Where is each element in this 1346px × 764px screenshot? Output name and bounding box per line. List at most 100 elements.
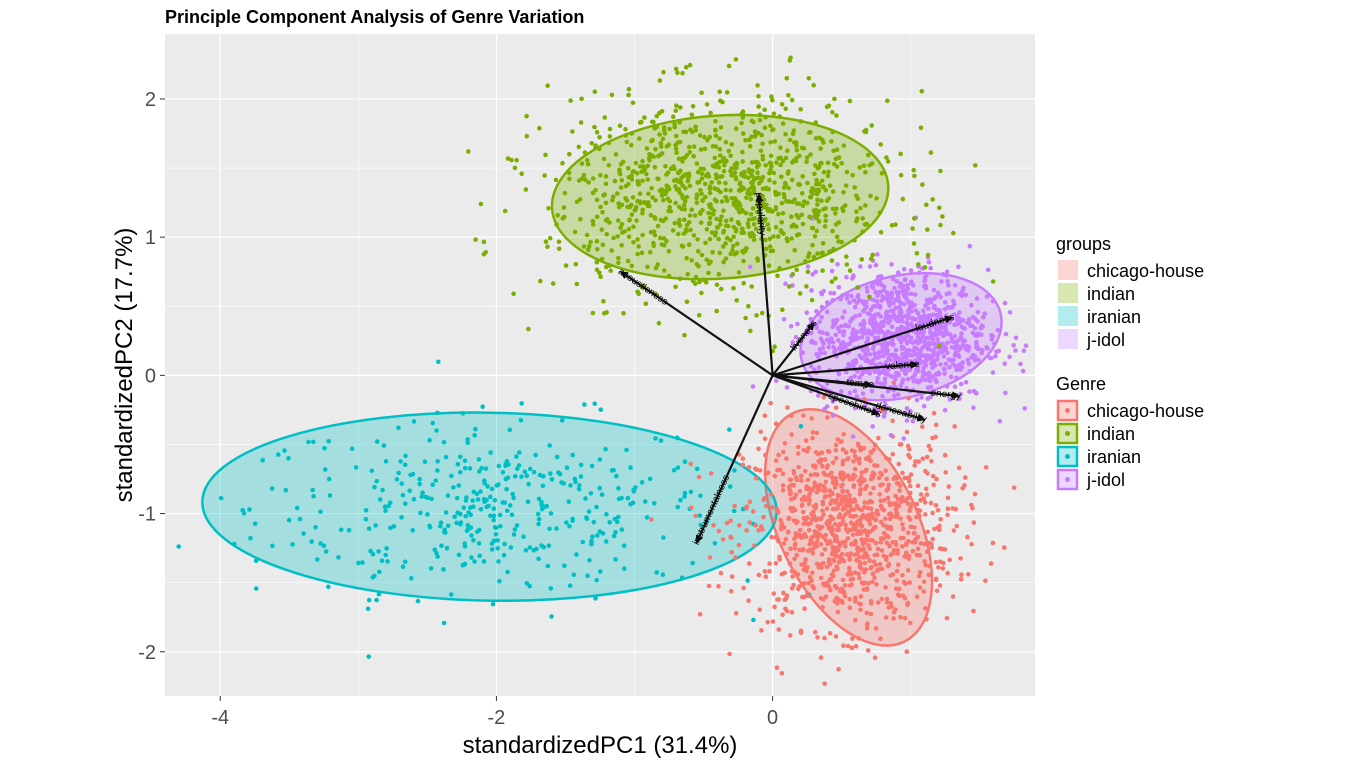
point-iranian	[524, 473, 530, 479]
point-j-idol	[915, 368, 921, 374]
point-chicago-house	[858, 474, 864, 480]
point-j-idol	[849, 293, 854, 299]
point-chicago-house	[849, 645, 855, 651]
point-j-idol	[920, 373, 926, 379]
point-chicago-house	[785, 405, 790, 410]
point-chicago-house	[847, 476, 852, 482]
point-indian	[629, 142, 634, 148]
point-indian	[854, 193, 859, 199]
point-iranian	[603, 539, 609, 544]
point-chicago-house	[840, 488, 845, 494]
point-iranian	[511, 532, 517, 537]
point-chicago-house	[965, 534, 970, 540]
point-j-idol	[853, 314, 858, 319]
point-indian	[797, 291, 803, 296]
point-chicago-house	[897, 593, 902, 599]
point-indian	[537, 125, 542, 131]
point-chicago-house	[851, 459, 856, 464]
point-chicago-house	[840, 577, 846, 583]
point-chicago-house	[901, 579, 907, 585]
point-indian	[818, 146, 823, 151]
point-chicago-house	[849, 448, 855, 453]
point-j-idol	[889, 337, 895, 343]
point-indian	[815, 202, 820, 207]
point-iranian	[311, 439, 316, 445]
point-indian	[878, 142, 883, 147]
point-chicago-house	[907, 580, 912, 585]
point-chicago-house	[796, 444, 801, 450]
point-iranian	[415, 598, 421, 604]
point-indian	[603, 174, 609, 179]
point-chicago-house	[733, 555, 738, 560]
point-chicago-house	[912, 525, 917, 530]
point-j-idol	[838, 296, 843, 302]
point-chicago-house	[927, 563, 932, 569]
point-chicago-house	[947, 557, 952, 563]
point-indian	[661, 125, 667, 130]
point-j-idol	[795, 321, 800, 327]
point-indian	[801, 199, 807, 204]
point-chicago-house	[729, 549, 734, 555]
point-j-idol	[932, 341, 938, 347]
point-chicago-house	[971, 608, 976, 614]
point-chicago-house	[945, 495, 951, 501]
point-j-idol	[808, 363, 814, 369]
point-indian	[637, 120, 643, 125]
point-j-idol	[985, 346, 990, 351]
point-iranian	[283, 487, 289, 493]
point-chicago-house	[833, 447, 839, 453]
point-j-idol	[842, 309, 847, 315]
point-iranian	[682, 459, 688, 465]
point-chicago-house	[880, 482, 885, 487]
point-indian	[707, 184, 713, 189]
point-j-idol	[975, 309, 981, 315]
point-indian	[606, 140, 612, 146]
point-indian	[729, 142, 734, 147]
point-indian	[734, 161, 740, 166]
point-j-idol	[947, 397, 953, 402]
point-indian	[613, 152, 619, 157]
point-indian	[713, 230, 719, 235]
point-indian	[619, 243, 624, 248]
point-indian	[826, 103, 832, 109]
point-chicago-house	[716, 528, 722, 534]
point-chicago-house	[829, 470, 834, 476]
point-chicago-house	[829, 498, 834, 503]
point-chicago-house	[906, 530, 911, 535]
point-chicago-house	[867, 558, 872, 563]
point-chicago-house	[856, 554, 862, 560]
point-indian	[734, 205, 740, 211]
point-j-idol	[914, 397, 920, 403]
point-indian	[598, 172, 603, 178]
point-indian	[659, 187, 665, 192]
point-indian	[760, 174, 766, 180]
point-j-idol	[903, 313, 908, 319]
point-chicago-house	[928, 500, 934, 506]
point-j-idol	[954, 367, 960, 373]
point-chicago-house	[830, 544, 835, 550]
point-chicago-house	[925, 529, 931, 535]
point-chicago-house	[958, 577, 964, 582]
point-indian	[834, 234, 840, 240]
point-iranian	[614, 473, 619, 479]
point-iranian	[559, 480, 564, 485]
point-indian	[869, 161, 875, 166]
point-chicago-house	[824, 465, 830, 471]
point-chicago-house	[881, 536, 886, 541]
point-iranian	[353, 465, 359, 470]
point-j-idol	[877, 354, 882, 359]
point-indian	[830, 228, 835, 234]
point-j-idol	[905, 339, 910, 345]
point-indian	[713, 127, 718, 133]
point-chicago-house	[842, 494, 848, 499]
point-indian	[771, 170, 777, 176]
point-iranian	[442, 527, 448, 533]
point-indian	[652, 216, 658, 221]
point-j-idol	[929, 330, 935, 336]
point-j-idol	[915, 311, 921, 316]
point-indian	[691, 233, 697, 238]
point-chicago-house	[933, 422, 939, 428]
point-iranian	[402, 559, 408, 565]
point-chicago-house	[847, 605, 853, 611]
point-chicago-house	[923, 468, 928, 474]
